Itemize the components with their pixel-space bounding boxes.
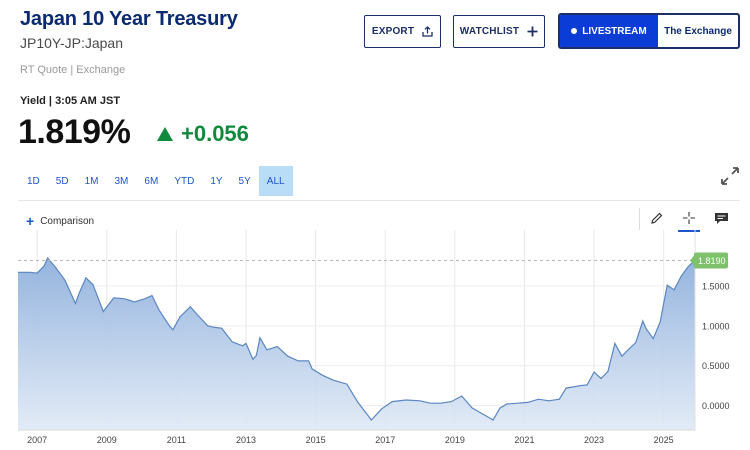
plus-icon [527, 25, 538, 39]
up-arrow-icon [157, 127, 173, 141]
livestream-widget: LIVESTREAM The Exchange [558, 13, 740, 49]
x-tick-label: 2011 [167, 435, 186, 445]
range-6m[interactable]: 6M [144, 175, 159, 187]
yield-chart[interactable]: 1.5000 1.0000 0.5000 0.0000 2007 2009 2011 2013… [0, 230, 750, 450]
y-tick-label: 0.5000 [702, 361, 730, 371]
quote-time-label: Yield | 3:05 AM JST [20, 95, 121, 107]
fullscreen-icon[interactable] [720, 166, 740, 186]
chart-canvas: 1.5000 1.0000 0.5000 0.0000 2007 2009 2011 2013… [18, 230, 730, 445]
range-ytd[interactable]: YTD [174, 175, 195, 187]
comparison-label: Comparison [40, 215, 95, 227]
x-tick-label: 2009 [97, 435, 117, 445]
range-1y[interactable]: 1Y [210, 175, 223, 187]
ticker-symbol: JP10Y-JP:Japan [20, 35, 123, 51]
page-title: Japan 10 Year Treasury [20, 8, 238, 30]
export-label: EXPORT [371, 26, 415, 37]
x-tick-label: 2023 [584, 435, 604, 445]
live-dot-icon [571, 28, 578, 34]
time-range-selector: 1D 5D 1M 3M 6M YTD 1Y 5Y ALL [19, 166, 293, 196]
comparison-button[interactable]: + Comparison [26, 214, 94, 228]
watchlist-label: WATCHLIST [459, 26, 520, 37]
the-exchange-link[interactable]: The Exchange [664, 25, 732, 37]
x-tick-label: 2017 [375, 435, 395, 445]
quote-source: RT Quote | Exchange [20, 64, 126, 76]
last-value-badge [694, 252, 728, 269]
livestream-button[interactable]: LIVESTREAM [560, 15, 658, 47]
range-5d[interactable]: 5D [55, 175, 69, 187]
y-tick-label: 1.5000 [702, 281, 730, 291]
tool-separator [639, 208, 640, 230]
export-button[interactable]: EXPORT [364, 15, 441, 48]
x-tick-label: 2015 [306, 435, 326, 445]
range-5y[interactable]: 5Y [238, 175, 251, 187]
last-price: 1.819% [18, 113, 131, 151]
x-tick-label: 2007 [27, 435, 47, 445]
x-tick-label: 2021 [514, 435, 534, 445]
share-icon [422, 25, 433, 39]
watchlist-button[interactable]: WATCHLIST [453, 15, 545, 48]
range-1d[interactable]: 1D [27, 175, 40, 187]
last-value-badge-pointer [690, 255, 694, 266]
series-line [18, 256, 696, 421]
toolbar-divider [18, 200, 740, 201]
range-3m[interactable]: 3M [114, 175, 129, 187]
x-tick-label: 2025 [654, 435, 674, 445]
livestream-label: LIVESTREAM [582, 25, 647, 37]
x-tick-label: 2013 [236, 435, 256, 445]
last-value-label: 1.8190 [698, 256, 726, 266]
annotation-icon[interactable] [710, 206, 732, 230]
x-tick-label: 2019 [445, 435, 465, 445]
price-change: +0.056 [157, 121, 249, 147]
pencil-icon[interactable] [646, 206, 668, 230]
add-icon: + [26, 213, 35, 229]
range-1m[interactable]: 1M [84, 175, 99, 187]
crosshair-icon[interactable] [678, 206, 700, 232]
range-all[interactable]: ALL [258, 166, 293, 196]
change-value: +0.056 [181, 121, 249, 146]
y-tick-label: 0.0000 [702, 401, 730, 411]
y-tick-label: 1.0000 [702, 321, 730, 331]
chart-area-fill [18, 258, 695, 430]
